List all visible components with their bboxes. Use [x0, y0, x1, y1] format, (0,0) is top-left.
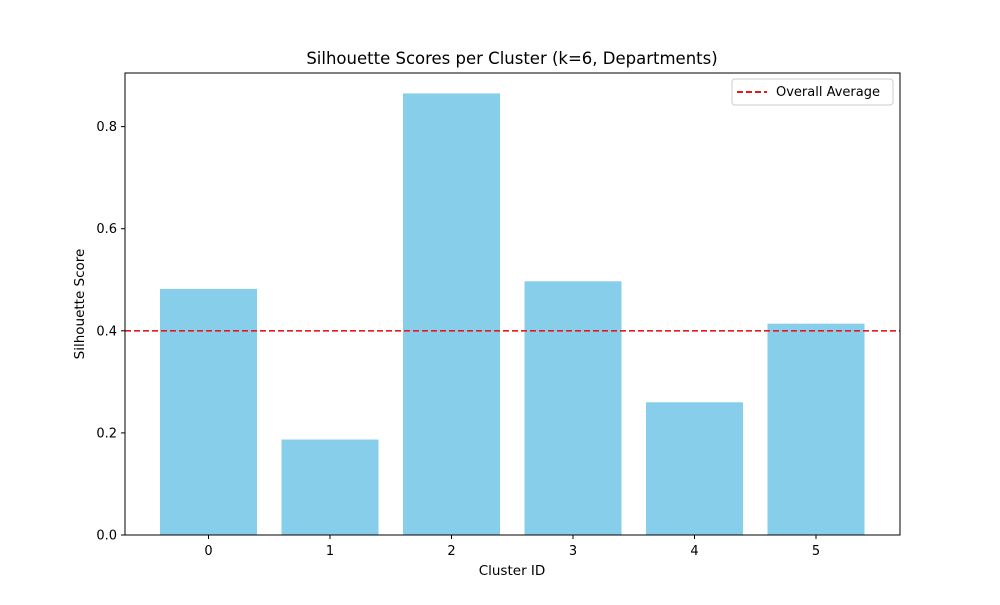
- chart-title: Silhouette Scores per Cluster (k=6, Depa…: [306, 49, 717, 68]
- bar-cluster-5: [767, 323, 865, 535]
- y-tick-label: 0.4: [96, 324, 117, 339]
- y-tick-label: 0.6: [96, 222, 117, 237]
- x-tick-label: 5: [812, 544, 820, 559]
- x-tick-label: 2: [447, 544, 455, 559]
- x-tick-label: 0: [204, 544, 212, 559]
- y-tick-label: 0.2: [96, 426, 117, 441]
- bar-cluster-1: [281, 439, 379, 535]
- plot-frame: [124, 72, 901, 536]
- bar-cluster-4: [646, 402, 743, 535]
- y-axis-label: Silhouette Score: [72, 249, 88, 360]
- x-axis-ticks: 0 1 2 3 4 5: [204, 535, 820, 559]
- bar-cluster-2: [403, 93, 500, 535]
- x-tick-label: 1: [326, 544, 334, 559]
- y-tick-label: 0.8: [96, 120, 117, 135]
- x-axis-label: Cluster ID: [479, 563, 546, 579]
- y-tick-label: 0.0: [96, 529, 117, 544]
- legend-box: [731, 78, 894, 106]
- legend-label: Overall Average: [776, 85, 880, 100]
- bar-cluster-0: [160, 288, 257, 535]
- legend: Overall Average: [731, 78, 894, 106]
- bars-group: [160, 93, 865, 535]
- bar-cluster-3: [524, 281, 622, 535]
- x-tick-label: 3: [569, 544, 577, 559]
- y-axis-ticks: 0.0 0.2 0.4 0.6 0.8: [96, 120, 125, 544]
- x-tick-label: 4: [690, 544, 698, 559]
